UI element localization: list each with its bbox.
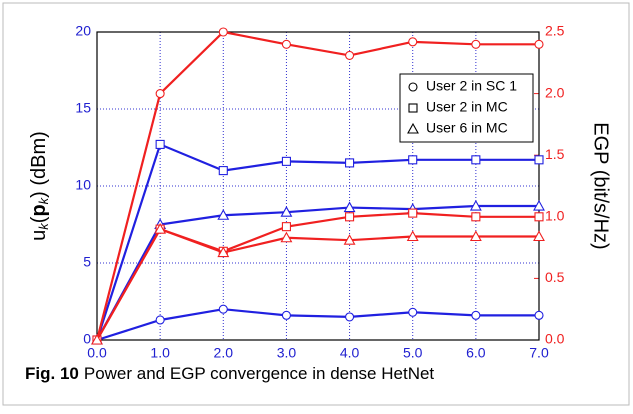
x-tick-label: 4.0 <box>340 345 360 361</box>
point <box>469 230 482 242</box>
series-line <box>95 30 539 341</box>
point <box>281 156 291 166</box>
legend-box <box>399 73 534 143</box>
y-axis-label-part: p <box>28 204 50 216</box>
caption-text: Power and EGP convergence in dense HetNe… <box>84 364 435 383</box>
point <box>281 222 291 232</box>
point <box>408 103 418 113</box>
y2-tick-label: 2.0 <box>545 84 565 100</box>
point <box>533 199 545 211</box>
y-axis-label-part: ( <box>28 216 50 223</box>
y2-tick-label: 1.5 <box>545 146 565 162</box>
point <box>280 206 293 217</box>
point <box>408 307 418 317</box>
x-tick-label: 3.0 <box>277 345 297 361</box>
point <box>155 315 165 325</box>
point <box>408 155 418 165</box>
point <box>218 304 228 314</box>
point <box>91 333 103 345</box>
x-tick-label: 7.0 <box>529 345 549 361</box>
point <box>534 212 544 222</box>
point <box>471 212 481 222</box>
y-tick-label: 20 <box>75 23 91 39</box>
point <box>155 89 165 99</box>
y2-tick-label: 1.0 <box>545 208 565 224</box>
series-line <box>95 142 539 341</box>
point <box>154 222 167 234</box>
y-axis-label: uk(pk) (dBm) <box>28 131 51 241</box>
x-tick-label: 1.0 <box>150 345 170 361</box>
legend-label: User 6 in MC <box>426 120 508 136</box>
frame <box>2 2 630 406</box>
y-tick-label: 10 <box>75 177 91 193</box>
point <box>281 310 291 320</box>
y-axis-label-part: k <box>36 222 51 230</box>
series-line <box>96 308 539 342</box>
point <box>345 212 355 222</box>
x-tick-label: 0.0 <box>87 345 107 361</box>
legend-label: User 2 in SC 1 <box>426 78 517 94</box>
y2-axis-label: EGP (bit/s/Hz) <box>590 122 612 249</box>
point <box>408 208 418 218</box>
legend-label: User 2 in MC <box>426 99 508 115</box>
y2-tick-label: 0.5 <box>545 269 565 285</box>
y-axis-label-part: u <box>28 230 50 241</box>
point <box>155 139 165 149</box>
point <box>471 310 481 320</box>
point <box>343 234 356 245</box>
point <box>281 39 291 49</box>
point <box>469 199 482 211</box>
point <box>218 166 228 176</box>
x-tick-label: 2.0 <box>214 345 234 361</box>
point <box>407 122 419 134</box>
point <box>534 310 544 320</box>
plot-frame <box>96 31 540 341</box>
point <box>534 39 544 49</box>
point <box>408 82 418 92</box>
point <box>345 312 355 322</box>
point <box>343 201 356 213</box>
y-axis-label-part: ) (dBm) <box>28 131 50 198</box>
y2-tick-label: 0.0 <box>545 331 565 347</box>
y-tick-label: 15 <box>75 100 91 116</box>
point <box>218 27 228 37</box>
point <box>408 37 418 47</box>
series-line <box>96 227 539 341</box>
point <box>471 39 481 49</box>
point <box>345 50 355 60</box>
y-axis-label-part: k <box>36 196 51 204</box>
point <box>217 246 230 258</box>
y2-tick-label: 2.5 <box>545 23 565 39</box>
series-line <box>96 204 539 341</box>
point <box>533 230 545 242</box>
y-tick-label: 0 <box>83 331 91 347</box>
x-tick-label: 6.0 <box>466 345 486 361</box>
point <box>471 155 481 165</box>
point <box>280 231 293 243</box>
point <box>217 209 230 220</box>
point <box>345 158 355 168</box>
point <box>534 155 544 165</box>
caption: Fig. 10 Power and EGP convergence in dens… <box>25 364 434 383</box>
point <box>406 230 419 242</box>
y-tick-label: 5 <box>83 254 91 270</box>
caption-label: Fig. 10 <box>25 364 79 383</box>
x-tick-label: 5.0 <box>403 345 423 361</box>
